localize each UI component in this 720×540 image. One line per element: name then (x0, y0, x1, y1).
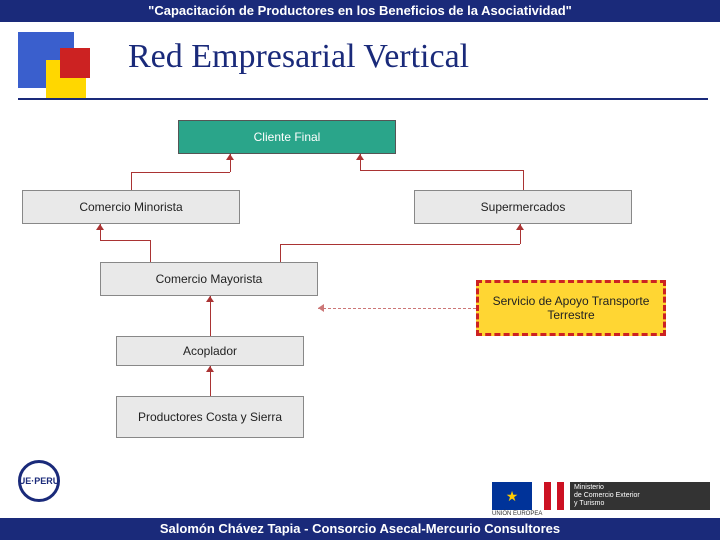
ue-peru-text: UE·PERU (19, 476, 60, 486)
slide-title: Red Empresarial Vertical (128, 38, 469, 76)
edge-seg (150, 240, 151, 262)
edge-seg (210, 296, 211, 336)
footer-text: Salomón Chávez Tapia - Consorcio Asecal-… (160, 521, 560, 536)
node-cliente-final: Cliente Final (178, 120, 396, 154)
mincetur-line: y Turismo (574, 500, 706, 508)
header-bar: "Capacitación de Productores en los Bene… (0, 0, 720, 22)
node-servicio-apoyo: Servicio de Apoyo Transporte Terrestre (476, 280, 666, 336)
arrow-head (516, 224, 524, 230)
arrow-head (356, 154, 364, 160)
mincetur-line: de Comercio Exterior (574, 492, 706, 500)
peru-flag (544, 482, 564, 510)
node-comercio-mayorista: Comercio Mayorista (100, 262, 318, 296)
edge-seg (131, 172, 132, 190)
node-productores: Productores Costa y Sierra (116, 396, 304, 438)
arrow-head (318, 304, 324, 312)
ue-peru-logo: UE·PERU (18, 460, 60, 502)
edge-seg (280, 244, 281, 262)
arrow-head (206, 296, 214, 302)
arrow-head (96, 224, 104, 230)
eu-flag: ★ (492, 482, 532, 510)
arrow-head (206, 366, 214, 372)
header-text: "Capacitación de Productores en los Bene… (148, 3, 572, 18)
title-rule (18, 98, 708, 100)
node-supermercados: Supermercados (414, 190, 632, 224)
footer-bar: Salomón Chávez Tapia - Consorcio Asecal-… (0, 518, 720, 540)
slide: "Capacitación de Productores en los Bene… (0, 0, 720, 540)
edge-seg (280, 244, 520, 245)
node-acoplador: Acoplador (116, 336, 304, 366)
edge-seg (360, 170, 523, 171)
edge-seg (318, 308, 476, 309)
accent-red (60, 48, 90, 78)
mincetur-logo: Ministeriode Comercio Exteriory Turismo (570, 482, 710, 510)
eu-label: UNIÓN EUROPEA (492, 511, 542, 517)
arrow-head (226, 154, 234, 160)
edge-seg (100, 240, 150, 241)
node-comercio-minorista: Comercio Minorista (22, 190, 240, 224)
mincetur-line: Ministerio (574, 484, 706, 492)
edge-seg (523, 170, 524, 190)
edge-seg (131, 172, 230, 173)
